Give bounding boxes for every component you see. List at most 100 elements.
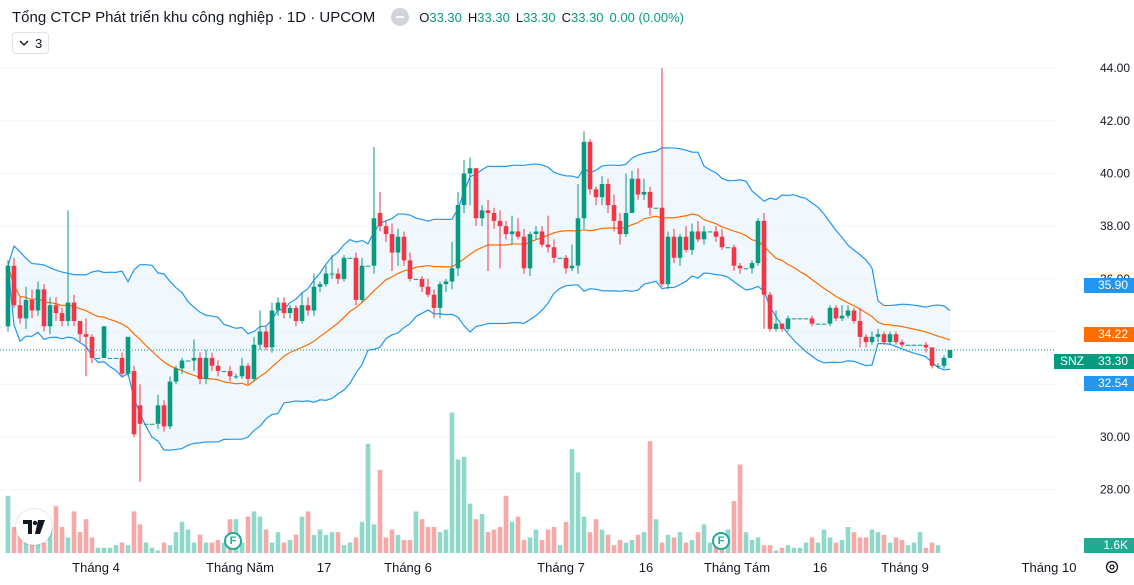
candle [305, 297, 311, 316]
volume-bar [575, 472, 581, 553]
candle [875, 328, 881, 343]
candle [947, 350, 953, 358]
candle-body [923, 344, 929, 348]
candle-body [401, 236, 407, 261]
volume-bar [863, 537, 869, 553]
volume-bar [659, 542, 665, 553]
candle [587, 139, 593, 195]
volume-bar [449, 412, 455, 553]
candle-body [887, 334, 893, 343]
candle [917, 344, 923, 346]
candle-body [683, 236, 689, 250]
candle [287, 305, 293, 319]
candle-body [161, 405, 167, 427]
candle-body [317, 284, 323, 287]
candle-body [497, 220, 503, 227]
candle [707, 231, 713, 233]
candle-body [383, 226, 389, 235]
volume-bar [911, 542, 917, 553]
candle [137, 384, 143, 482]
candle-body [425, 286, 431, 295]
volume-bar [437, 532, 443, 553]
candle [29, 289, 35, 319]
candle-body [449, 268, 455, 282]
collapse-legend-button[interactable] [391, 8, 410, 26]
candle-body [125, 336, 131, 374]
volume-bar [761, 545, 767, 553]
candle [431, 289, 437, 319]
candle-body [227, 371, 233, 377]
volume-bar [143, 542, 149, 553]
volume-bar [371, 524, 377, 553]
candle [845, 305, 851, 319]
candle-body [899, 342, 905, 345]
candle-body [701, 231, 707, 240]
candle [239, 357, 245, 379]
settings-gear-icon[interactable] [1104, 559, 1120, 575]
symbol-title[interactable]: Tổng CTCP Phát triển khu công nghiệp · 1… [12, 8, 376, 26]
candle-body [941, 357, 947, 366]
candle [623, 173, 629, 237]
volume-bar [791, 547, 797, 553]
candle [821, 323, 827, 325]
time-axis-tick-label: Tháng Năm [206, 560, 274, 575]
candle-body [329, 273, 335, 275]
candle [449, 241, 455, 290]
candle [827, 305, 833, 327]
volume-bar [731, 501, 737, 553]
candle [527, 231, 533, 277]
candle [71, 294, 77, 327]
candle [143, 423, 149, 425]
candle [869, 331, 875, 345]
volume-bar [239, 542, 245, 553]
volume-bar [497, 527, 503, 553]
volume-bar [125, 545, 131, 553]
candle-body [581, 141, 587, 219]
candle-body [893, 334, 899, 343]
price-axis-tick-label: 44.00 [1100, 61, 1130, 75]
volume-bars [5, 412, 941, 553]
candle-body [83, 334, 89, 337]
candle-body [131, 371, 137, 435]
candle [401, 231, 407, 266]
financials-badge[interactable]: F [712, 532, 730, 550]
candle [485, 199, 491, 271]
candle-body [389, 234, 395, 253]
volume-bar [587, 532, 593, 553]
candle [905, 344, 911, 346]
candle [575, 184, 581, 274]
volume-bar [593, 519, 599, 553]
candle [191, 339, 197, 372]
candle [227, 365, 233, 382]
volume-bar [245, 516, 251, 553]
lower-band-line [7, 265, 951, 451]
candle [791, 318, 797, 320]
volume-bar [797, 547, 803, 553]
volume-bar [263, 529, 269, 553]
candle [557, 257, 563, 259]
indicators-toggle[interactable]: 3 [12, 32, 50, 54]
volume-bar [455, 459, 461, 553]
candle-body [731, 247, 737, 266]
candle [167, 376, 173, 430]
volume-bar [887, 542, 893, 553]
candle [467, 157, 473, 206]
candle [155, 394, 161, 430]
price-axis[interactable]: 28.0030.0032.0034.0036.0038.0040.0042.00… [1100, 61, 1130, 497]
open-value: 33.30 [429, 9, 462, 25]
volume-bar [215, 540, 221, 553]
candle-body [485, 210, 491, 213]
candle-body [287, 307, 293, 314]
candle [551, 239, 557, 264]
financials-badge[interactable]: F [224, 532, 242, 550]
candle [443, 278, 449, 293]
high-value: 33.30 [477, 9, 510, 25]
volume-bar [467, 503, 473, 553]
tradingview-logo-icon[interactable] [16, 509, 52, 545]
candle-body [935, 365, 941, 367]
volume-bar [191, 542, 197, 553]
candle-body [725, 247, 731, 249]
candle [275, 297, 281, 316]
volume-bar [539, 540, 545, 553]
